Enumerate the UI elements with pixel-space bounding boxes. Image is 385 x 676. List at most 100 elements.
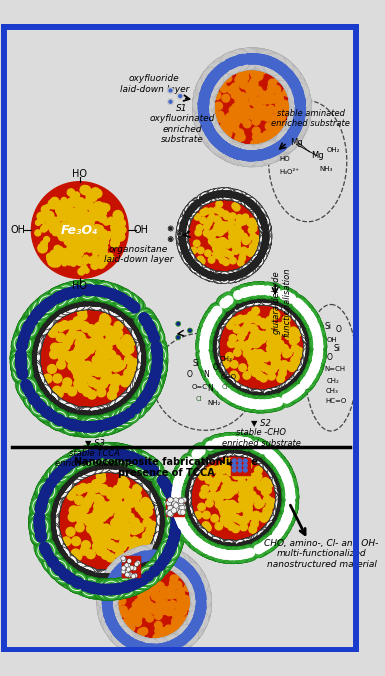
Circle shape xyxy=(221,475,229,483)
Circle shape xyxy=(225,242,231,248)
Circle shape xyxy=(47,520,55,528)
Circle shape xyxy=(26,335,43,351)
Circle shape xyxy=(103,219,109,225)
Circle shape xyxy=(265,392,272,399)
Circle shape xyxy=(40,320,48,329)
Circle shape xyxy=(222,546,239,564)
Circle shape xyxy=(83,443,104,465)
Circle shape xyxy=(270,523,276,529)
Circle shape xyxy=(50,499,58,508)
Circle shape xyxy=(200,116,210,125)
Circle shape xyxy=(82,285,92,295)
Circle shape xyxy=(208,60,231,82)
Circle shape xyxy=(92,298,100,306)
Circle shape xyxy=(119,450,129,460)
Circle shape xyxy=(111,584,121,594)
Circle shape xyxy=(152,644,161,654)
Circle shape xyxy=(218,384,235,401)
Circle shape xyxy=(162,531,184,552)
Circle shape xyxy=(75,462,91,478)
Circle shape xyxy=(105,564,127,586)
Circle shape xyxy=(103,284,124,306)
Text: organositane
laid-down layer: organositane laid-down layer xyxy=(104,245,173,264)
Circle shape xyxy=(102,419,112,429)
Circle shape xyxy=(296,385,305,393)
Circle shape xyxy=(147,379,157,389)
Circle shape xyxy=(270,523,276,529)
Circle shape xyxy=(309,346,326,364)
Circle shape xyxy=(163,527,185,548)
Circle shape xyxy=(47,514,55,522)
Circle shape xyxy=(131,322,147,339)
Circle shape xyxy=(104,586,114,596)
Circle shape xyxy=(218,63,228,73)
Circle shape xyxy=(17,317,38,339)
Circle shape xyxy=(205,250,211,256)
Circle shape xyxy=(264,460,271,467)
Circle shape xyxy=(81,364,90,372)
Circle shape xyxy=(124,297,146,318)
Circle shape xyxy=(90,285,101,295)
Circle shape xyxy=(81,465,89,473)
Circle shape xyxy=(183,566,204,587)
Circle shape xyxy=(250,220,257,227)
Circle shape xyxy=(163,528,184,550)
Circle shape xyxy=(267,392,273,398)
Circle shape xyxy=(35,522,45,532)
Circle shape xyxy=(188,623,198,633)
Circle shape xyxy=(218,384,235,402)
Circle shape xyxy=(265,449,282,466)
Circle shape xyxy=(215,271,227,283)
Circle shape xyxy=(26,336,42,352)
Circle shape xyxy=(259,455,272,468)
Circle shape xyxy=(107,578,129,600)
Circle shape xyxy=(199,532,205,538)
Text: NH₃: NH₃ xyxy=(320,166,333,172)
Circle shape xyxy=(263,53,285,75)
Circle shape xyxy=(90,421,100,431)
Circle shape xyxy=(251,204,263,216)
Circle shape xyxy=(185,211,191,217)
Circle shape xyxy=(262,354,270,362)
Circle shape xyxy=(259,513,266,521)
Circle shape xyxy=(126,448,147,470)
Circle shape xyxy=(134,330,151,346)
Circle shape xyxy=(136,557,152,573)
Circle shape xyxy=(92,237,99,243)
Circle shape xyxy=(130,640,140,650)
Circle shape xyxy=(41,391,49,399)
Circle shape xyxy=(295,107,305,117)
Circle shape xyxy=(82,567,99,584)
Circle shape xyxy=(122,550,144,571)
Circle shape xyxy=(283,316,290,323)
Circle shape xyxy=(130,303,140,313)
Circle shape xyxy=(207,193,213,199)
Circle shape xyxy=(77,421,87,431)
Circle shape xyxy=(259,137,266,145)
Circle shape xyxy=(45,556,67,577)
Circle shape xyxy=(306,318,323,335)
Circle shape xyxy=(117,567,133,584)
Circle shape xyxy=(263,131,271,139)
Circle shape xyxy=(134,388,155,410)
Circle shape xyxy=(228,500,236,508)
Circle shape xyxy=(127,364,136,372)
Circle shape xyxy=(126,635,147,656)
Circle shape xyxy=(184,204,197,216)
Circle shape xyxy=(266,450,275,459)
Circle shape xyxy=(188,606,209,627)
Circle shape xyxy=(223,432,240,450)
Circle shape xyxy=(246,109,254,116)
Circle shape xyxy=(194,109,216,131)
Circle shape xyxy=(112,407,134,429)
Circle shape xyxy=(251,262,257,268)
Circle shape xyxy=(248,437,265,454)
Circle shape xyxy=(153,495,170,511)
Circle shape xyxy=(184,253,190,259)
Circle shape xyxy=(274,397,283,406)
Circle shape xyxy=(125,397,146,419)
Circle shape xyxy=(166,511,172,516)
Circle shape xyxy=(197,193,209,206)
Circle shape xyxy=(93,212,101,220)
Circle shape xyxy=(235,246,241,253)
